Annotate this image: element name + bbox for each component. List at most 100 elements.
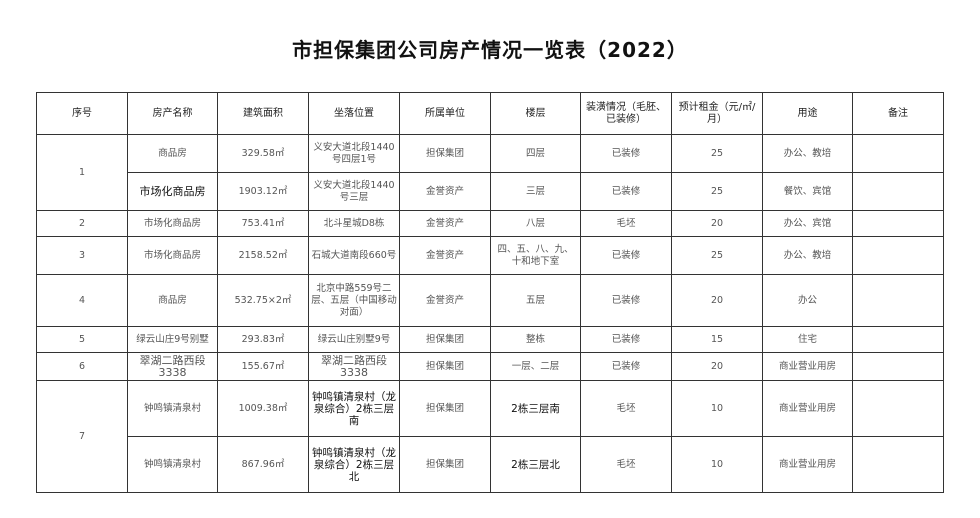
cell-note	[852, 210, 944, 237]
cell-name: 翠湖二路西段3338	[127, 352, 218, 381]
cell-rent: 10	[671, 380, 763, 437]
header-cell: 装潢情况（毛胚、已装修）	[580, 92, 672, 135]
cell-decor: 已装修	[580, 172, 672, 211]
cell-decor: 毛坯	[580, 380, 672, 437]
table-row: 2 市场化商品房 753.41㎡ 北斗星城D8栋 金誉资产 八层 毛坯 20 办公、宾馆	[36, 210, 944, 237]
cell-floor: 四层	[490, 134, 581, 173]
cell-owner: 金誉资产	[399, 172, 491, 211]
header-cell: 坐落位置	[308, 92, 400, 135]
cell-location: 钟鸣镇清泉村（龙泉综合）2栋三层南	[308, 380, 400, 437]
property-table: 序号 房产名称 建筑面积 坐落位置 所属单位 楼层 装潢情况（毛胚、已装修） 预…	[36, 92, 944, 493]
cell-area: 293.83㎡	[217, 326, 309, 353]
cell-note	[852, 172, 944, 211]
cell-location: 石城大道南段660号	[308, 236, 400, 275]
cell-location: 义安大道北段1440号三层	[308, 172, 400, 211]
cell-name: 商品房	[127, 134, 218, 173]
cell-floor: 2栋三层北	[490, 436, 581, 493]
cell-decor: 毛坯	[580, 210, 672, 237]
table-row: 钟鸣镇清泉村 867.96㎡ 钟鸣镇清泉村（龙泉综合）2栋三层北 担保集团 2栋三层北毛…	[37, 436, 944, 493]
cell-area: 155.67㎡	[217, 352, 309, 381]
cell-rent: 25	[671, 236, 763, 275]
cell-note	[852, 274, 944, 327]
cell-area: 867.96㎡	[217, 436, 309, 493]
cell-floor: 八层	[490, 210, 581, 237]
table-row: 7 钟鸣镇清泉村 1009.38㎡ 钟鸣镇清泉村（龙泉综合）2栋三层南 担保集团 2栋三层…	[36, 380, 944, 493]
cell-no: 7	[36, 380, 128, 493]
cell-name: 市场化商品房	[127, 210, 218, 237]
cell-location: 北斗星城D8栋	[308, 210, 400, 237]
cell-rent: 20	[671, 274, 763, 327]
cell-decor: 已装修	[580, 274, 672, 327]
cell-area: 753.41㎡	[217, 210, 309, 237]
page-title: 市担保集团公司房产情况一览表（2022）	[292, 38, 688, 62]
table-row: 3 市场化商品房 2158.52㎡ 石城大道南段660号 金誉资产 四、五、八、九、十和地…	[36, 236, 944, 275]
table-row: 5 绿云山庄9号别墅 293.83㎡ 绿云山庄别墅9号 担保集团 整栋 已装修 15 住宅	[36, 326, 944, 353]
cell-use: 商业营业用房	[762, 380, 853, 437]
cell-decor: 已装修	[580, 236, 672, 275]
cell-area: 1903.12㎡	[217, 172, 309, 211]
cell-location: 钟鸣镇清泉村（龙泉综合）2栋三层北	[308, 436, 400, 493]
cell-decor: 已装修	[580, 134, 672, 173]
cell-owner: 金誉资产	[399, 236, 491, 275]
header-cell: 预计租金（元/㎡/月）	[671, 92, 763, 135]
cell-area: 532.75×2㎡	[217, 274, 309, 327]
cell-name: 钟鸣镇清泉村	[127, 436, 218, 493]
cell-floor: 2栋三层南	[490, 380, 581, 437]
cell-rent: 20	[671, 352, 763, 381]
cell-area: 2158.52㎡	[217, 236, 309, 275]
cell-owner: 担保集团	[399, 134, 491, 173]
table-row: 6 翠湖二路西段3338 155.67㎡ 翠湖二路西段3338 担保集团 一层、二层 已装修…	[36, 352, 944, 381]
header-row: 序号 房产名称 建筑面积 坐落位置 所属单位 楼层 装潢情况（毛胚、已装修） 预…	[36, 92, 944, 135]
cell-note	[852, 236, 944, 275]
cell-name: 商品房	[127, 274, 218, 327]
cell-note	[852, 352, 944, 381]
table-row: 4 商品房 532.75×2㎡ 北京中路559号二层、五层（中国移动对面） 金誉资产 五层…	[36, 274, 944, 327]
cell-note	[852, 326, 944, 353]
cell-use: 办公、宾馆	[762, 210, 853, 237]
cell-floor: 整栋	[490, 326, 581, 353]
cell-rent: 10	[671, 436, 763, 493]
cell-use: 商业营业用房	[762, 436, 853, 493]
cell-area: 1009.38㎡	[217, 380, 309, 437]
cell-decor: 已装修	[580, 352, 672, 381]
cell-rent: 25	[671, 172, 763, 211]
cell-floor: 一层、二层	[490, 352, 581, 381]
cell-use: 餐饮、宾馆	[762, 172, 853, 211]
cell-floor: 五层	[490, 274, 581, 327]
cell-no: 6	[36, 352, 128, 381]
cell-owner: 担保集团	[399, 380, 491, 437]
cell-rent: 25	[671, 134, 763, 173]
cell-name: 市场化商品房	[127, 172, 218, 211]
cell-location: 绿云山庄别墅9号	[308, 326, 400, 353]
cell-owner: 担保集团	[399, 326, 491, 353]
cell-use: 办公	[762, 274, 853, 327]
header-cell: 序号	[36, 92, 128, 135]
header-cell: 房产名称	[127, 92, 218, 135]
header-cell: 备注	[852, 92, 944, 135]
cell-no: 1	[36, 134, 128, 211]
cell-no: 3	[36, 236, 128, 275]
cell-decor: 毛坯	[580, 436, 672, 493]
cell-owner: 金誉资产	[399, 210, 491, 237]
cell-no: 5	[36, 326, 128, 353]
cell-location: 翠湖二路西段3338	[308, 352, 400, 381]
cell-no: 2	[36, 210, 128, 237]
table-row: 1 商品房 329.58㎡ 义安大道北段1440号四层1号 担保集团 四层 已装修 25 办公、…	[36, 134, 944, 211]
cell-area: 329.58㎡	[217, 134, 309, 173]
cell-floor: 四、五、八、九、十和地下室	[490, 236, 581, 275]
cell-note	[852, 436, 944, 493]
cell-no: 4	[36, 274, 128, 327]
cell-name: 绿云山庄9号别墅	[127, 326, 218, 353]
table-row: 市场化商品房 1903.12㎡ 义安大道北段1440号三层 金誉资产 三层 已装修 25 餐饮…	[37, 172, 944, 211]
cell-rent: 20	[671, 210, 763, 237]
cell-rent: 15	[671, 326, 763, 353]
cell-use: 住宅	[762, 326, 853, 353]
cell-note	[852, 380, 944, 437]
cell-floor: 三层	[490, 172, 581, 211]
header-cell: 用途	[762, 92, 853, 135]
cell-decor: 已装修	[580, 326, 672, 353]
cell-location: 义安大道北段1440号四层1号	[308, 134, 400, 173]
header-cell: 楼层	[490, 92, 581, 135]
cell-owner: 担保集团	[399, 436, 491, 493]
cell-owner: 金誉资产	[399, 274, 491, 327]
